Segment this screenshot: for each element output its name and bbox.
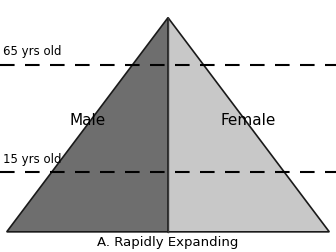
Text: Female: Female: [221, 113, 276, 129]
Text: 65 yrs old: 65 yrs old: [3, 45, 62, 58]
Polygon shape: [168, 18, 329, 232]
Text: 15 yrs old: 15 yrs old: [3, 152, 62, 166]
Polygon shape: [7, 18, 168, 232]
Text: Male: Male: [69, 113, 106, 129]
Text: A. Rapidly Expanding: A. Rapidly Expanding: [97, 236, 239, 249]
